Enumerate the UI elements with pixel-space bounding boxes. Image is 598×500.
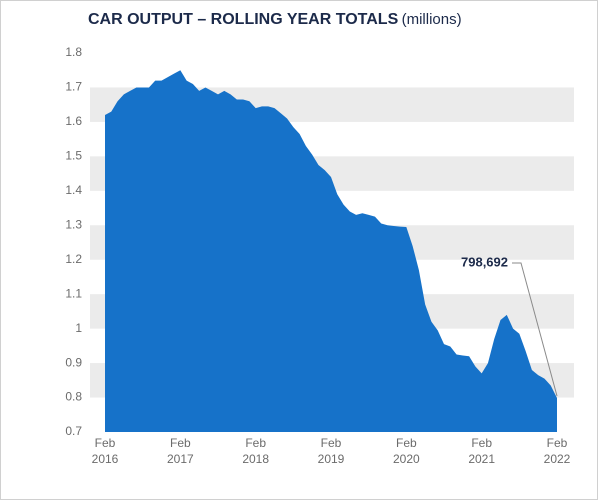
- x-tick-label: Feb 2017: [167, 436, 194, 466]
- unit-text: (millions): [402, 11, 462, 28]
- x-tick-label: Feb 2020: [393, 436, 420, 466]
- y-tick-label: 0.8: [65, 390, 82, 404]
- x-tick-label: Feb 2016: [92, 436, 119, 466]
- y-tick-label: 1.7: [65, 80, 82, 94]
- x-tick-label: Feb 2018: [242, 436, 269, 466]
- chart-title: CAR OUTPUT – ROLLING YEAR TOTALS (millio…: [88, 11, 462, 28]
- y-tick-label: 0.9: [65, 355, 82, 369]
- y-tick-label: 1: [75, 321, 82, 335]
- leader-line: [512, 262, 558, 397]
- y-tick-label: 1.2: [65, 252, 82, 266]
- y-tick-label: 0.7: [65, 424, 82, 438]
- y-tick-label: 1.4: [65, 183, 82, 197]
- y-tick-label: 1.6: [65, 114, 82, 128]
- y-tick-label: 1.5: [65, 149, 82, 163]
- annotation: 798,692: [461, 254, 508, 269]
- y-tick-label: 1.1: [65, 286, 82, 300]
- x-tick-label: Feb 2019: [318, 436, 345, 466]
- y-tick-label: 1.3: [65, 217, 82, 231]
- y-tick-label: 1.8: [65, 45, 82, 59]
- x-tick-label: Feb 2021: [468, 436, 495, 466]
- title-text: CAR OUTPUT – ROLLING YEAR TOTALS: [88, 11, 399, 28]
- area: [105, 70, 557, 433]
- x-tick-label: Feb 2022: [544, 436, 571, 466]
